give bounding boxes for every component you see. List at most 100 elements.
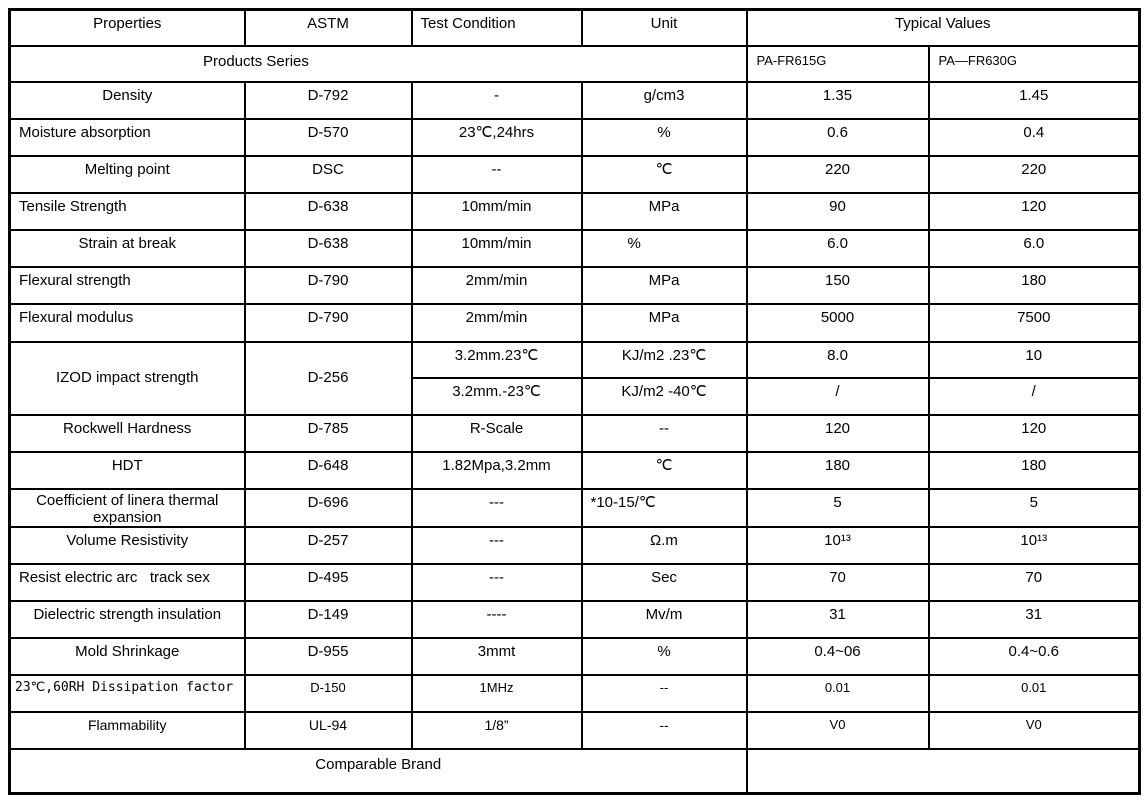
cell-condition: 3.2mm.23℃ xyxy=(410,340,583,379)
datasheet: Properties ASTM Test Condition Unit Typi… xyxy=(8,8,1142,795)
table-row: Flammability UL-94 1/8” -- V0 V0 xyxy=(8,711,1141,750)
cell-unit: g/cm3 xyxy=(580,80,748,120)
cell-unit: KJ/m2 -40℃ xyxy=(580,376,748,416)
cell-value-1: 180 xyxy=(745,450,930,490)
cell-value-2: 70 xyxy=(927,563,1141,602)
cell-astm: D-790 xyxy=(243,265,413,305)
table-row: HDT D-648 1.82Mpa,3.2mm ℃ 180 180 xyxy=(8,450,1141,490)
products-series-row: Products Series PA-FR615G PA—FR630G xyxy=(8,44,1141,83)
cell-property: Mold Shrinkage xyxy=(8,637,246,676)
cell-value-2: V0 xyxy=(927,711,1141,750)
cell-condition: - xyxy=(410,80,583,120)
cell-property: IZOD impact strength xyxy=(8,340,246,416)
cell-unit: % xyxy=(580,637,748,676)
cell-condition: 10mm/min xyxy=(410,191,583,231)
cell-property: Resist electric arc track sex xyxy=(8,563,246,602)
cell-astm: D-150 xyxy=(243,674,413,713)
cell-astm: UL-94 xyxy=(243,711,413,750)
cell-unit: ℃ xyxy=(580,154,748,194)
header-row: Properties ASTM Test Condition Unit Typi… xyxy=(8,8,1141,47)
cell-value-2: 1.45 xyxy=(927,80,1141,120)
cell-property: Moisture absorption xyxy=(8,117,246,157)
cell-condition: ---- xyxy=(410,600,583,639)
cell-value-2: 6.0 xyxy=(927,228,1141,268)
cell-unit: -- xyxy=(580,674,748,713)
product-name-2: PA—FR630G xyxy=(927,44,1141,83)
cell-astm: D-495 xyxy=(243,563,413,602)
table-row-izod-2: 3.2mm.-23℃ KJ/m2 -40℃ / / xyxy=(10,376,1141,416)
table-row: Flexural modulus D-790 2mm/min MPa 5000 … xyxy=(8,302,1141,343)
cell-value-1: 8.0 xyxy=(745,340,930,379)
cell-astm: D-696 xyxy=(243,487,413,528)
cell-value-1: 5000 xyxy=(745,302,930,343)
cell-condition: 23℃,24hrs xyxy=(410,117,583,157)
table-row: 23℃,60RH Dissipation factor D-150 1MHz -… xyxy=(8,674,1141,713)
header-unit: Unit xyxy=(580,8,748,47)
header-properties: Properties xyxy=(8,8,246,47)
cell-property: Dielectric strength insulation xyxy=(8,600,246,639)
cell-value-1: 0.4~06 xyxy=(745,637,930,676)
cell-astm: D-792 xyxy=(243,80,413,120)
cell-unit: Mv/m xyxy=(580,600,748,639)
cell-property: Strain at break xyxy=(8,228,246,268)
cell-value-2: 10 xyxy=(927,340,1141,379)
cell-value-2: / xyxy=(927,376,1141,416)
table-row: Moisture absorption D-570 23℃,24hrs % 0.… xyxy=(8,117,1141,157)
cell-value-2: 120 xyxy=(927,413,1141,453)
products-series-label: Products Series xyxy=(8,44,748,83)
cell-property: Melting point xyxy=(8,154,246,194)
cell-property: Volume Resistivity xyxy=(8,526,246,565)
cell-value-1: 6.0 xyxy=(745,228,930,268)
cell-value-1: / xyxy=(745,376,930,416)
cell-condition: 3mmt xyxy=(410,637,583,676)
cell-astm: DSC xyxy=(243,154,413,194)
table-row-izod-1: IZOD impact strength D-256 3.2mm.23℃ KJ/… xyxy=(8,340,1141,416)
cell-unit: KJ/m2 .23℃ xyxy=(580,340,748,379)
cell-property: Flexural modulus xyxy=(8,302,246,343)
cell-unit: MPa xyxy=(580,302,748,343)
cell-astm: D-570 xyxy=(243,117,413,157)
cell-value-2: 0.4 xyxy=(927,117,1141,157)
cell-unit: -- xyxy=(580,413,748,453)
table-row: Tensile Strength D-638 10mm/min MPa 90 1… xyxy=(8,191,1141,231)
cell-value-2: 7500 xyxy=(927,302,1141,343)
cell-property: HDT xyxy=(8,450,246,490)
comparable-brand-label: Comparable Brand xyxy=(8,748,748,794)
cell-value-2: 0.4~0.6 xyxy=(927,637,1141,676)
header-test-condition: Test Condition xyxy=(410,8,583,47)
cell-value-2: 180 xyxy=(927,265,1141,305)
cell-value-2: 180 xyxy=(927,450,1141,490)
product-name-1: PA-FR615G xyxy=(745,44,930,83)
cell-value-1: 150 xyxy=(745,265,930,305)
cell-property: 23℃,60RH Dissipation factor xyxy=(8,674,246,713)
table-row: Mold Shrinkage D-955 3mmt % 0.4~06 0.4~0… xyxy=(8,637,1141,676)
cell-condition: --- xyxy=(410,563,583,602)
table-row: Coefficient of linera thermal expansion … xyxy=(8,487,1141,528)
cell-condition: 1.82Mpa,3.2mm xyxy=(410,450,583,490)
cell-value-1: 31 xyxy=(745,600,930,639)
comparable-brand-row: Comparable Brand xyxy=(8,748,1141,794)
cell-condition: 1MHz xyxy=(410,674,583,713)
cell-property: Flexural strength xyxy=(8,265,246,305)
cell-unit: MPa xyxy=(580,265,748,305)
cell-astm: D-785 xyxy=(243,413,413,453)
cell-value-2: 31 xyxy=(927,600,1141,639)
cell-value-2: 5 xyxy=(927,487,1141,528)
cell-property: Rockwell Hardness xyxy=(8,413,246,453)
cell-value-1: 5 xyxy=(745,487,930,528)
cell-astm: D-256 xyxy=(243,340,413,416)
cell-condition: 10mm/min xyxy=(410,228,583,268)
cell-astm: D-149 xyxy=(243,600,413,639)
table-row: Dielectric strength insulation D-149 ---… xyxy=(8,600,1141,639)
table-row: Volume Resistivity D-257 --- Ω.m 10¹³ 10… xyxy=(8,526,1141,565)
cell-unit: MPa xyxy=(580,191,748,231)
cell-unit: ℃ xyxy=(580,450,748,490)
cell-unit: % xyxy=(580,228,748,268)
cell-unit: Sec xyxy=(580,563,748,602)
table-row: Resist electric arc track sex D-495 --- … xyxy=(8,563,1141,602)
cell-astm: D-790 xyxy=(243,302,413,343)
cell-unit: % xyxy=(580,117,748,157)
cell-unit: *10-15/℃ xyxy=(580,487,748,528)
cell-unit: Ω.m xyxy=(580,526,748,565)
cell-condition: --- xyxy=(410,526,583,565)
